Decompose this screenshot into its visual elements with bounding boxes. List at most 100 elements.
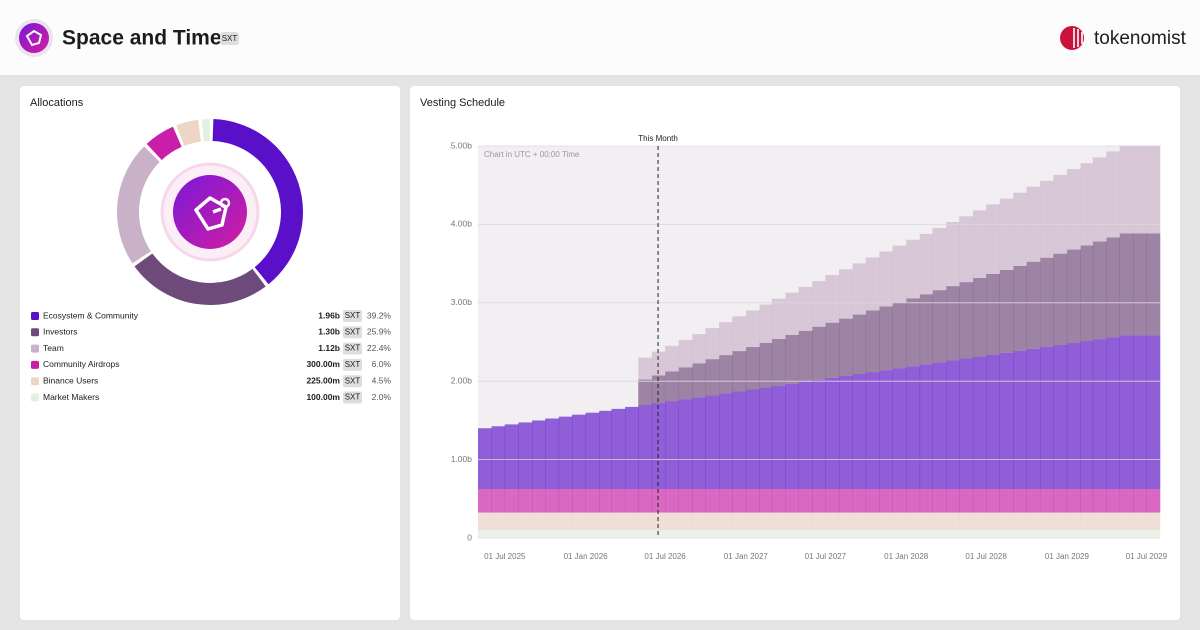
area-step: [906, 489, 921, 513]
x-tick-label: 01 Jan 2026: [564, 552, 609, 561]
area-step: [745, 389, 760, 489]
logo: [19, 23, 49, 53]
area-step: [852, 373, 867, 489]
donut-segment: [134, 253, 266, 305]
y-tick-label: 3.00b: [451, 297, 473, 307]
area-step: [732, 316, 747, 352]
area-step: [879, 306, 893, 371]
header-bar: [0, 0, 1200, 75]
area-step: [1053, 489, 1068, 513]
area-step: [825, 530, 840, 538]
area-step: [812, 326, 826, 380]
area-step: [986, 489, 1001, 513]
area-step: [745, 489, 760, 513]
area-step: [504, 489, 519, 513]
legend-unit: SXT: [345, 344, 361, 353]
area-step: [785, 292, 799, 335]
area-step: [665, 512, 679, 531]
area-step: [545, 512, 560, 531]
area-step: [838, 318, 853, 376]
area-step: [1080, 512, 1094, 531]
area-step: [999, 489, 1014, 513]
area-step: [1146, 233, 1161, 336]
area-step: [798, 381, 813, 489]
area-step: [599, 489, 612, 513]
unit-badge: [343, 310, 362, 322]
area-step: [1040, 530, 1054, 538]
area-step: [651, 512, 666, 531]
area-step: [932, 290, 947, 363]
area-step: [999, 512, 1014, 531]
area-step: [852, 512, 867, 531]
area-step: [1013, 265, 1027, 351]
area-step: [665, 401, 679, 489]
y-tick-label: 0: [467, 532, 472, 542]
area-step: [959, 530, 974, 538]
area-step: [785, 383, 799, 489]
area-step: [892, 245, 907, 303]
area-step: [571, 512, 586, 531]
legend-label: Market Makers: [43, 392, 99, 402]
area-step: [491, 426, 506, 489]
area-step: [946, 489, 960, 513]
area-step: [1133, 145, 1147, 234]
area-step: [1026, 512, 1041, 531]
area-step: [892, 489, 907, 513]
area-step: [1066, 169, 1081, 250]
area-step: [692, 397, 706, 489]
area-step: [812, 530, 826, 538]
area-step: [865, 512, 880, 531]
area-step: [1119, 335, 1134, 489]
area-step: [892, 530, 907, 538]
area-step: [692, 530, 706, 538]
area-step: [838, 512, 853, 531]
area-step: [625, 489, 639, 513]
unit-badge: [343, 342, 362, 355]
area-step: [825, 489, 840, 513]
area-step: [732, 489, 747, 513]
legend-percent: 22.4%: [367, 343, 392, 353]
area-step: [585, 412, 600, 489]
area-step: [678, 530, 693, 538]
area-step: [771, 512, 786, 531]
area-step: [692, 489, 706, 513]
legend-swatch: [31, 344, 39, 353]
area-step: [865, 310, 880, 373]
area-step: [1133, 233, 1147, 336]
legend-amount: 300.00m: [306, 359, 340, 369]
area-step: [906, 512, 921, 531]
area-step: [852, 314, 867, 374]
area-step: [1106, 530, 1120, 538]
area-step: [545, 489, 560, 513]
area-step: [545, 530, 560, 538]
area-step: [879, 489, 893, 513]
legend-swatch: [31, 328, 39, 337]
area-step: [932, 228, 947, 291]
legend-label: Binance Users: [43, 375, 98, 385]
area-step: [946, 360, 960, 489]
area-step: [719, 322, 733, 356]
area-step: [986, 512, 1001, 531]
area-step: [972, 210, 987, 279]
x-tick-label: 01 Jul 2028: [965, 552, 1007, 561]
area-step: [678, 367, 693, 400]
area-step: [625, 530, 639, 538]
area-step: [999, 269, 1014, 353]
area-step: [705, 512, 720, 531]
area-step: [852, 489, 867, 513]
annotation: This Month: [638, 134, 678, 143]
area-step: [1080, 489, 1094, 513]
area-step: [838, 269, 853, 319]
donut-segment: [176, 119, 201, 146]
legend-swatch: [31, 377, 39, 386]
area-step: [1106, 151, 1120, 238]
area-step: [785, 489, 799, 513]
area-step: [879, 251, 893, 307]
area-step: [1040, 346, 1054, 489]
area-step: [745, 530, 760, 538]
area-step: [972, 356, 987, 489]
legend-unit: SXT: [345, 311, 361, 320]
x-tick-label: 01 Jan 2027: [724, 552, 769, 561]
area-step: [906, 366, 921, 489]
